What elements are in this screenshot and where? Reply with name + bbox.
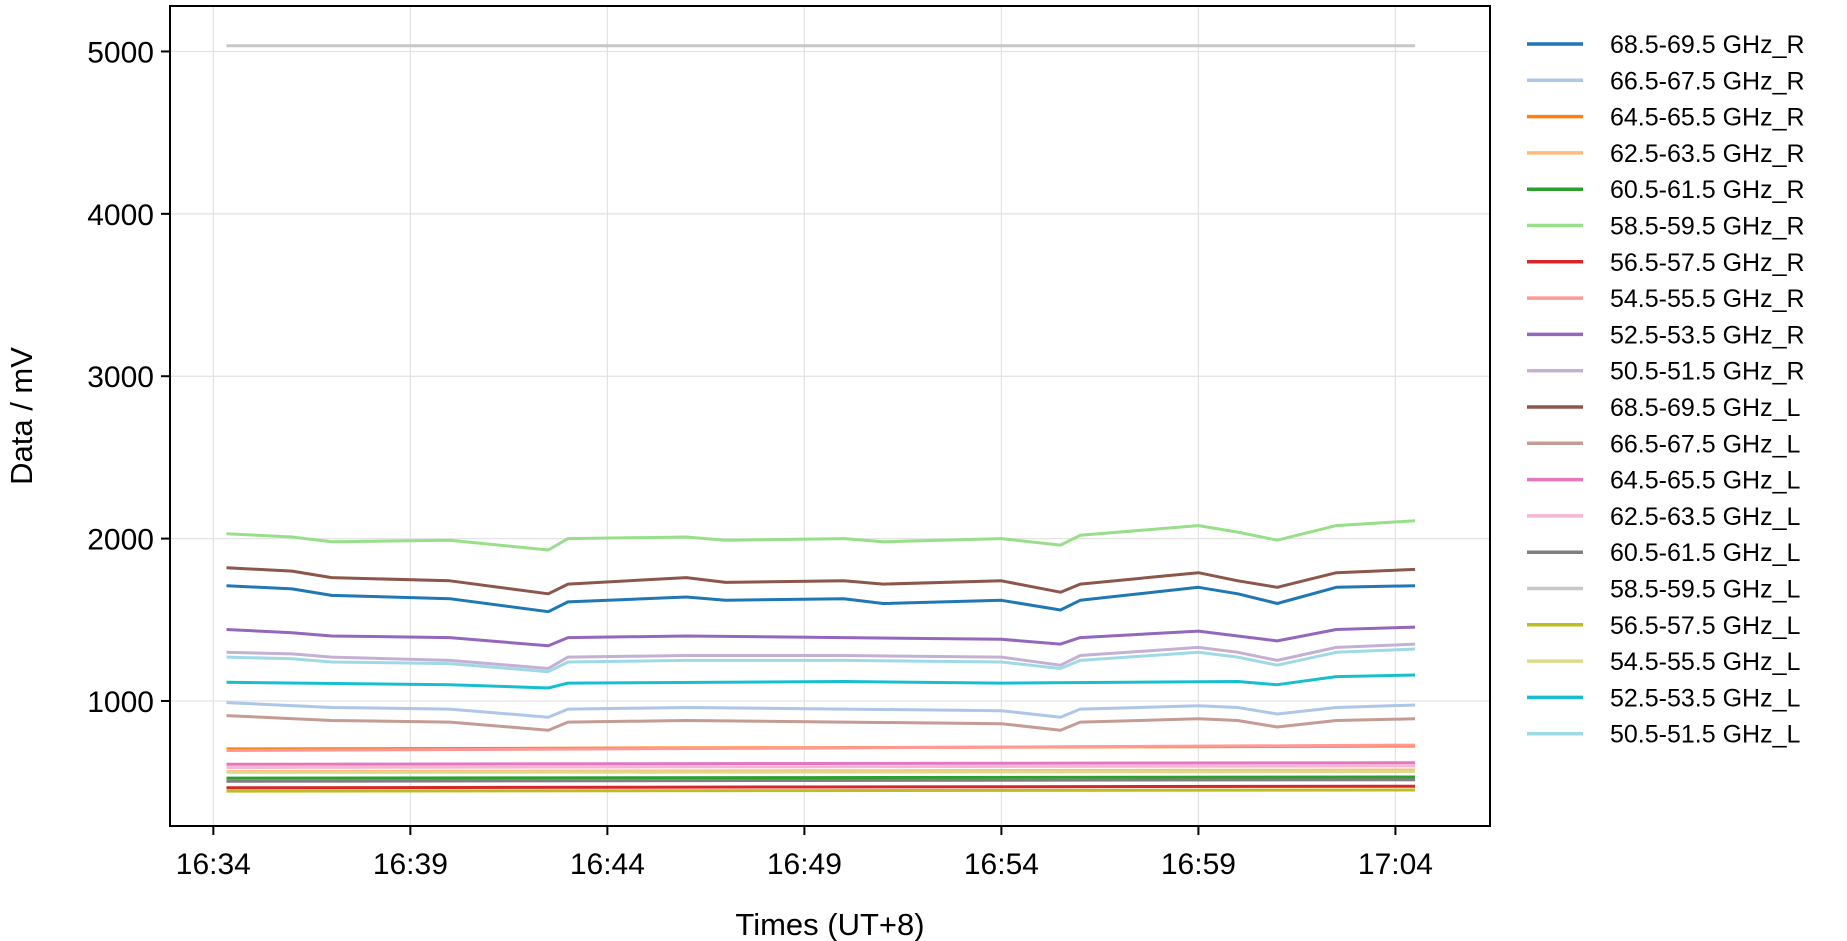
- y-tick-label: 4000: [87, 199, 154, 232]
- y-tick-label: 1000: [87, 686, 154, 719]
- series-line-9: [226, 642, 1416, 670]
- y-axis-label: Data / mV: [4, 347, 39, 485]
- legend-label-2: 64.5-65.5 GHz_R: [1610, 104, 1805, 132]
- series-line-17: [226, 770, 1416, 774]
- y-tick-label: 5000: [87, 36, 154, 69]
- grid-lines: [170, 6, 1490, 826]
- series-line-0: [226, 584, 1416, 614]
- series-line-11: [226, 714, 1416, 732]
- series-line-6: [226, 784, 1416, 790]
- series-line-4: [226, 775, 1416, 780]
- legend-label-0: 68.5-69.5 GHz_R: [1610, 31, 1805, 59]
- series-line-10: [226, 566, 1416, 596]
- x-tick-label: 17:04: [1358, 848, 1433, 881]
- x-tick-label: 16:44: [570, 848, 645, 881]
- legend-label-19: 50.5-51.5 GHz_L: [1610, 721, 1800, 749]
- series-line-14: [226, 778, 1416, 783]
- x-axis: 16:34 16:39 16:44 16:49 16:54 16:59 17:04: [176, 826, 1433, 881]
- legend-label-3: 62.5-63.5 GHz_R: [1610, 140, 1805, 168]
- legend-label-1: 66.5-67.5 GHz_R: [1610, 67, 1805, 95]
- series-line-18: [226, 673, 1416, 690]
- series-line-16: [226, 788, 1416, 793]
- legend-label-16: 56.5-57.5 GHz_L: [1610, 612, 1800, 640]
- plot-frame: [169, 5, 1491, 827]
- series-line-8: [226, 625, 1416, 648]
- legend-label-7: 54.5-55.5 GHz_R: [1610, 285, 1805, 313]
- legend-label-17: 54.5-55.5 GHz_L: [1610, 648, 1800, 676]
- legend-label-12: 64.5-65.5 GHz_L: [1610, 467, 1800, 495]
- legend-label-5: 58.5-59.5 GHz_R: [1610, 213, 1805, 241]
- legend-label-11: 66.5-67.5 GHz_L: [1610, 430, 1800, 458]
- series-line-19: [226, 647, 1416, 674]
- series-lines: [226, 44, 1416, 793]
- x-tick-label: 16:34: [176, 848, 251, 881]
- x-axis-label: Times (UT+8): [735, 907, 924, 941]
- series-line-1: [226, 701, 1416, 719]
- x-tick-label: 16:49: [767, 848, 842, 881]
- legend-label-14: 60.5-61.5 GHz_L: [1610, 539, 1800, 567]
- legend-label-9: 50.5-51.5 GHz_R: [1610, 358, 1805, 386]
- x-tick-label: 16:39: [373, 848, 448, 881]
- legend-label-6: 56.5-57.5 GHz_R: [1610, 249, 1805, 277]
- y-tick-label: 2000: [87, 524, 154, 557]
- legend-label-15: 58.5-59.5 GHz_L: [1610, 576, 1800, 604]
- x-tick-label: 16:59: [1161, 848, 1236, 881]
- series-line-5: [226, 519, 1416, 552]
- y-axis: 1000 2000 3000 4000 5000: [87, 36, 170, 719]
- series-line-12: [226, 761, 1416, 766]
- legend: 68.5-69.5 GHz_R 66.5-67.5 GHz_R 64.5-65.5 …: [1527, 31, 1805, 749]
- legend-label-4: 60.5-61.5 GHz_R: [1610, 176, 1805, 204]
- legend-label-8: 52.5-53.5 GHz_R: [1610, 321, 1805, 349]
- legend-label-10: 68.5-69.5 GHz_L: [1610, 394, 1800, 422]
- x-tick-label: 16:54: [964, 848, 1039, 881]
- series-line-13: [226, 764, 1416, 769]
- legend-label-13: 62.5-63.5 GHz_L: [1610, 503, 1800, 531]
- y-tick-label: 3000: [87, 361, 154, 394]
- series-line-7: [226, 743, 1416, 752]
- legend-label-18: 52.5-53.5 GHz_L: [1610, 684, 1800, 712]
